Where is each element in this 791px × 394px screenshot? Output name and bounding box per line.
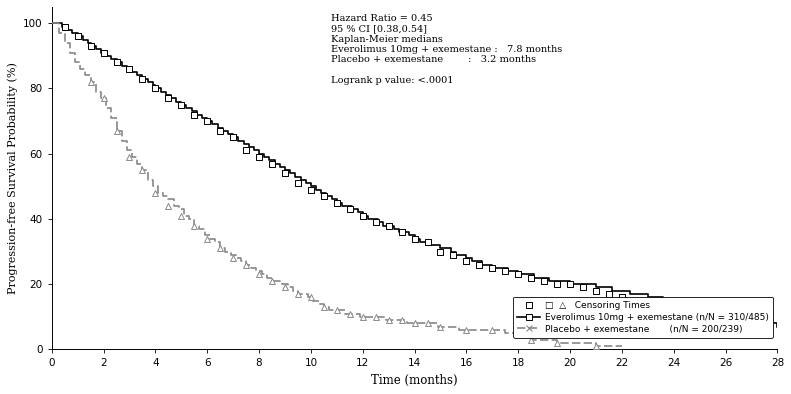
- Point: [396, 317, 408, 323]
- Point: [343, 206, 356, 212]
- Point: [357, 314, 369, 320]
- Point: [278, 170, 291, 177]
- Point: [162, 95, 175, 101]
- Point: [525, 275, 538, 281]
- Point: [564, 281, 577, 287]
- X-axis label: Time (months): Time (months): [371, 374, 458, 387]
- Point: [227, 255, 240, 261]
- Point: [642, 297, 654, 304]
- Point: [266, 278, 278, 284]
- Point: [214, 128, 226, 134]
- Point: [434, 249, 447, 255]
- Point: [240, 147, 252, 154]
- Point: [732, 320, 745, 327]
- Point: [266, 160, 278, 167]
- Point: [343, 310, 356, 317]
- Point: [136, 167, 149, 173]
- Point: [382, 222, 395, 229]
- Point: [149, 85, 161, 92]
- Point: [227, 134, 240, 141]
- Point: [149, 190, 161, 196]
- Point: [240, 262, 252, 268]
- Point: [680, 304, 693, 310]
- Point: [668, 301, 680, 307]
- Point: [758, 327, 770, 333]
- Point: [292, 180, 305, 186]
- Point: [305, 186, 317, 193]
- Point: [551, 340, 563, 346]
- Point: [369, 219, 382, 225]
- Point: [473, 262, 486, 268]
- Point: [317, 304, 330, 310]
- Point: [486, 265, 498, 271]
- Point: [589, 288, 602, 294]
- Point: [589, 343, 602, 349]
- Point: [110, 128, 123, 134]
- Point: [85, 79, 97, 85]
- Point: [460, 258, 473, 264]
- Point: [123, 66, 136, 72]
- Point: [59, 23, 71, 30]
- Point: [136, 76, 149, 82]
- Point: [253, 154, 266, 160]
- Point: [577, 284, 589, 291]
- Point: [369, 314, 382, 320]
- Point: [551, 281, 563, 287]
- Point: [382, 317, 395, 323]
- Point: [305, 294, 317, 301]
- Point: [175, 102, 187, 108]
- Point: [253, 271, 266, 278]
- Point: [162, 203, 175, 209]
- Point: [421, 320, 433, 327]
- Point: [408, 320, 421, 327]
- Point: [97, 95, 110, 101]
- Point: [292, 291, 305, 297]
- Y-axis label: Progression-free Survival Probability (%): Progression-free Survival Probability (%…: [7, 62, 17, 294]
- Point: [421, 239, 433, 245]
- Point: [201, 118, 214, 124]
- Point: [538, 278, 551, 284]
- Point: [331, 199, 343, 206]
- Point: [615, 294, 628, 301]
- Point: [97, 50, 110, 56]
- Point: [525, 336, 538, 343]
- Point: [188, 112, 201, 118]
- Point: [434, 323, 447, 330]
- Point: [110, 59, 123, 65]
- Point: [71, 33, 84, 39]
- Point: [654, 301, 667, 307]
- Point: [460, 327, 473, 333]
- Text: Hazard Ratio = 0.45
95 % CI [0.38,0.54]
Kaplan-Meier medians
Everolimus 10mg + e: Hazard Ratio = 0.45 95 % CI [0.38,0.54] …: [331, 14, 562, 85]
- Point: [603, 291, 615, 297]
- Point: [278, 284, 291, 291]
- Point: [331, 307, 343, 314]
- Point: [447, 252, 460, 258]
- Legend: □  △   Censoring Times, Everolimus 10mg + exemestane (n/N = 310/485), Placebo + : □ △ Censoring Times, Everolimus 10mg + e…: [513, 297, 773, 338]
- Point: [188, 222, 201, 229]
- Point: [629, 297, 642, 304]
- Point: [317, 193, 330, 199]
- Point: [201, 235, 214, 242]
- Point: [357, 213, 369, 219]
- Point: [123, 154, 136, 160]
- Point: [85, 43, 97, 49]
- Point: [512, 271, 524, 278]
- Point: [175, 213, 187, 219]
- Point: [214, 245, 226, 251]
- Point: [408, 235, 421, 242]
- Point: [499, 268, 512, 274]
- Point: [486, 327, 498, 333]
- Point: [706, 314, 719, 320]
- Point: [396, 229, 408, 235]
